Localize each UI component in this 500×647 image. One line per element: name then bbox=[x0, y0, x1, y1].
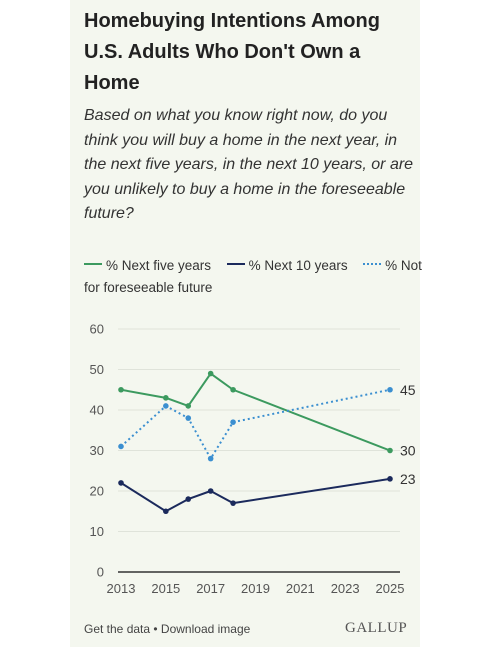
data-point-0-0 bbox=[118, 386, 124, 393]
x-tick-label-2013: 2013 bbox=[107, 581, 136, 596]
series-line-0 bbox=[120, 372, 391, 452]
data-point-0-3 bbox=[207, 370, 214, 377]
data-point-2-1 bbox=[163, 403, 169, 409]
x-tick-label-2017: 2017 bbox=[196, 581, 225, 596]
chart-subtitle: Based on what you know right now, do you… bbox=[84, 107, 414, 222]
end-label-0: 30 bbox=[400, 443, 416, 459]
legend-swatch-not-foreseeable bbox=[363, 263, 382, 266]
legend-swatch-next-ten bbox=[226, 263, 245, 266]
y-tick-label-60: 60 bbox=[90, 322, 104, 337]
get-data-link[interactable]: Get the data bbox=[84, 622, 151, 636]
chart-title: Homebuying Intentions Among U.S. Adults … bbox=[84, 10, 380, 94]
footer-separator: • bbox=[150, 622, 161, 636]
chart-card bbox=[70, 0, 420, 647]
data-point-0-4 bbox=[230, 386, 236, 393]
series-line-2 bbox=[120, 388, 391, 460]
legend-item-next-five: % Next five years bbox=[84, 258, 215, 273]
x-tick-label-2023: 2023 bbox=[331, 581, 360, 596]
legend-label-next-five: % Next five years bbox=[106, 258, 212, 273]
legend-item-not-foreseeable: % Not for foreseeable future bbox=[84, 258, 422, 295]
data-point-0-1 bbox=[163, 395, 169, 401]
line-chart: 0 10 20 30 40 50 60 2013 2015 2017 2019 2021 2023 202… bbox=[90, 322, 416, 597]
x-tick-label-2019: 2019 bbox=[241, 581, 270, 596]
legend-item-next-ten: % Next 10 years bbox=[226, 258, 352, 273]
y-tick-label-50: 50 bbox=[90, 362, 104, 377]
data-point-0-5 bbox=[387, 447, 393, 454]
y-tick-label-20: 20 bbox=[90, 484, 104, 499]
end-label-2: 45 bbox=[400, 382, 416, 398]
data-point-2-0 bbox=[118, 443, 124, 450]
data-point-1-2 bbox=[185, 496, 192, 502]
download-image-link[interactable]: Download image bbox=[160, 622, 251, 636]
data-point-2-5 bbox=[387, 386, 393, 393]
legend-label-not-foreseeable: % Not for foreseeable future bbox=[84, 258, 422, 295]
legend-swatch-next-five bbox=[84, 263, 102, 266]
y-tick-label-0: 0 bbox=[97, 565, 104, 580]
y-tick-label-30: 30 bbox=[90, 443, 104, 458]
data-point-1-4 bbox=[230, 500, 236, 506]
y-tick-label-10: 10 bbox=[90, 524, 104, 539]
footer-links: Get the data • Download image bbox=[84, 622, 250, 636]
legend-label-next-ten: % Next 10 years bbox=[248, 258, 348, 273]
data-point-2-3 bbox=[207, 455, 214, 462]
data-point-2-2 bbox=[185, 415, 192, 421]
data-point-1-3 bbox=[207, 488, 214, 494]
end-label-1: 23 bbox=[400, 471, 416, 487]
data-point-1-5 bbox=[387, 476, 393, 482]
gallup-logo: GALLUP bbox=[345, 620, 408, 636]
data-point-1-1 bbox=[163, 508, 169, 515]
x-tick-label-2025: 2025 bbox=[376, 581, 405, 596]
data-point-1-0 bbox=[118, 480, 124, 486]
data-point-0-2 bbox=[185, 403, 192, 409]
series-line-1 bbox=[120, 477, 391, 513]
y-tick-label-40: 40 bbox=[90, 403, 104, 418]
legend: % Next five years % Next 10 years % Not … bbox=[84, 255, 424, 299]
x-tick-label-2021: 2021 bbox=[286, 581, 315, 596]
x-tick-label-2015: 2015 bbox=[151, 581, 180, 596]
data-point-2-4 bbox=[230, 419, 236, 425]
